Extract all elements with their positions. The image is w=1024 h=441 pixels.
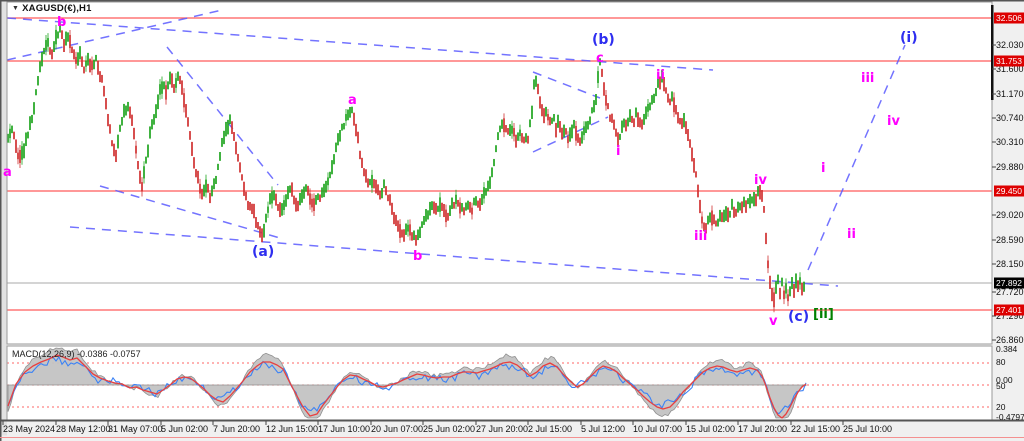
price-tick-label-10: 27.290 [996,311,1024,321]
trendline-left-ascending[interactable] [6,9,223,61]
wave-label-5-(b): (b) [592,32,615,48]
price-scale-marker[interactable] [991,5,994,100]
wave-label-11-v: v [769,314,778,329]
time-label-5: 12 Jun 15:00 [266,424,318,434]
time-label-11: 5 Jul 12:00 [581,424,625,434]
dropdown-icon: ▼ [12,5,20,12]
window-left-border [0,0,2,441]
price-tick-label-9: 27.720 [996,287,1024,297]
time-label-9: 27 Jun 20:00 [476,424,528,434]
price-tick-label-0: 32.030 [996,40,1024,50]
macd-axis-label-3: 50 [996,381,1006,391]
wave-label-4-b: b [413,249,422,264]
wave-label-14-(i): (i) [900,30,918,46]
price-badge-label-2: 29.450 [996,186,1022,196]
time-label-3: 5 Jun 02:00 [161,424,208,434]
price-tick-label-8: 28.150 [996,259,1024,269]
time-label-16: 25 Jul 10:00 [843,424,892,434]
price-badge-label-0: 32.506 [996,13,1022,23]
price-badge-27.401[interactable] [994,304,1024,316]
macd-axis-label-5: -0.4797 [996,412,1024,422]
symbol-title-label: XAGUSD(€),H1 [22,3,92,14]
time-label-14: 17 Jul 20:00 [738,424,787,434]
trendline-upper-descending-long[interactable] [6,17,714,71]
trendline-projection-ascending[interactable] [807,44,906,271]
time-label-4: 7 Jun 20:00 [213,424,260,434]
macd-axis-label-4: 20 [996,402,1006,412]
wave-label-1-b: b [57,15,66,30]
price-badge-label-1: 31.753 [996,56,1022,66]
price-tick-label-1: 31.600 [996,64,1024,74]
price-badge-31.753[interactable] [994,55,1024,67]
trendline-triangle-lower[interactable] [532,116,609,153]
price-badge-label-3: 27.892 [996,278,1022,288]
price-tick-label-6: 29.020 [996,210,1024,220]
time-label-8: 25 Jun 02:00 [423,424,475,434]
price-badge-label-4: 27.401 [996,305,1022,315]
trendline-lower-descending-long[interactable] [69,226,839,287]
macd-signal-line [7,354,807,419]
price-badge-27.892[interactable] [994,277,1024,289]
wave-label-13-[ii]: [ii] [813,307,834,322]
wave-label-16-iv: iv [887,114,900,129]
symbol-title[interactable]: ▼ XAGUSD(€),H1 [12,3,92,14]
wave-label-3-(a): (a) [252,244,274,260]
wave-label-17-i: i [821,161,825,176]
time-label-13: 15 Jul 02:00 [686,424,735,434]
wave-label-7-i: i [616,144,620,159]
time-label-0: 23 May 2024 [3,424,55,434]
price-tick-label-11: 26.860 [996,335,1024,345]
time-label-12: 10 Jul 07:00 [633,424,682,434]
wave-label-8-ii: ii [656,68,665,83]
time-label-6: 17 Jun 10:00 [318,424,370,434]
price-tick-label-2: 31.170 [996,89,1024,99]
wave-label-2-a: a [348,93,357,108]
price-tick-label-5: 29.880 [996,162,1024,172]
time-label-1: 28 May 12:00 [56,424,111,434]
wave-label-9-iii: iii [694,229,707,244]
macd-indicator-label: MACD(12,26,9) -0.0386 -0.0757 [12,349,141,359]
wave-label-18-ii: ii [847,227,856,242]
wave-label-0-a: a [3,165,12,180]
price-panel-frame [6,1,993,345]
left-gutter [1,1,7,436]
trendline-steep-descending-mid[interactable] [166,46,279,186]
macd-axis-label-1: 80 [996,357,1006,367]
time-label-7: 20 Jun 07:00 [371,424,423,434]
time-label-10: 2 Jul 15:00 [528,424,572,434]
macd-axis-label-0: 0.384 [996,344,1018,354]
window-top-border [0,0,1024,2]
wave-label-6-c: c [596,51,604,66]
macd-histogram-area [7,347,807,419]
price-panel-background[interactable] [7,2,992,344]
price-badge-32.506[interactable] [994,12,1024,24]
trendline-triangle-upper[interactable] [532,71,601,99]
wave-label-10-iv: iv [754,173,767,188]
price-badge-29.450[interactable] [994,185,1024,197]
time-label-2: 31 May 07:00 [108,424,163,434]
time-label-15: 22 Jul 15:00 [791,424,840,434]
macd-line [7,355,807,415]
wave-label-12-(c): (c) [788,309,809,325]
price-tick-label-4: 30.310 [996,137,1024,147]
price-tick-label-3: 30.740 [996,113,1024,123]
wave-label-15-iii: iii [861,71,874,86]
price-tick-label-7: 28.590 [996,235,1024,245]
macd-axis-label-2: 0.00 [996,375,1013,385]
